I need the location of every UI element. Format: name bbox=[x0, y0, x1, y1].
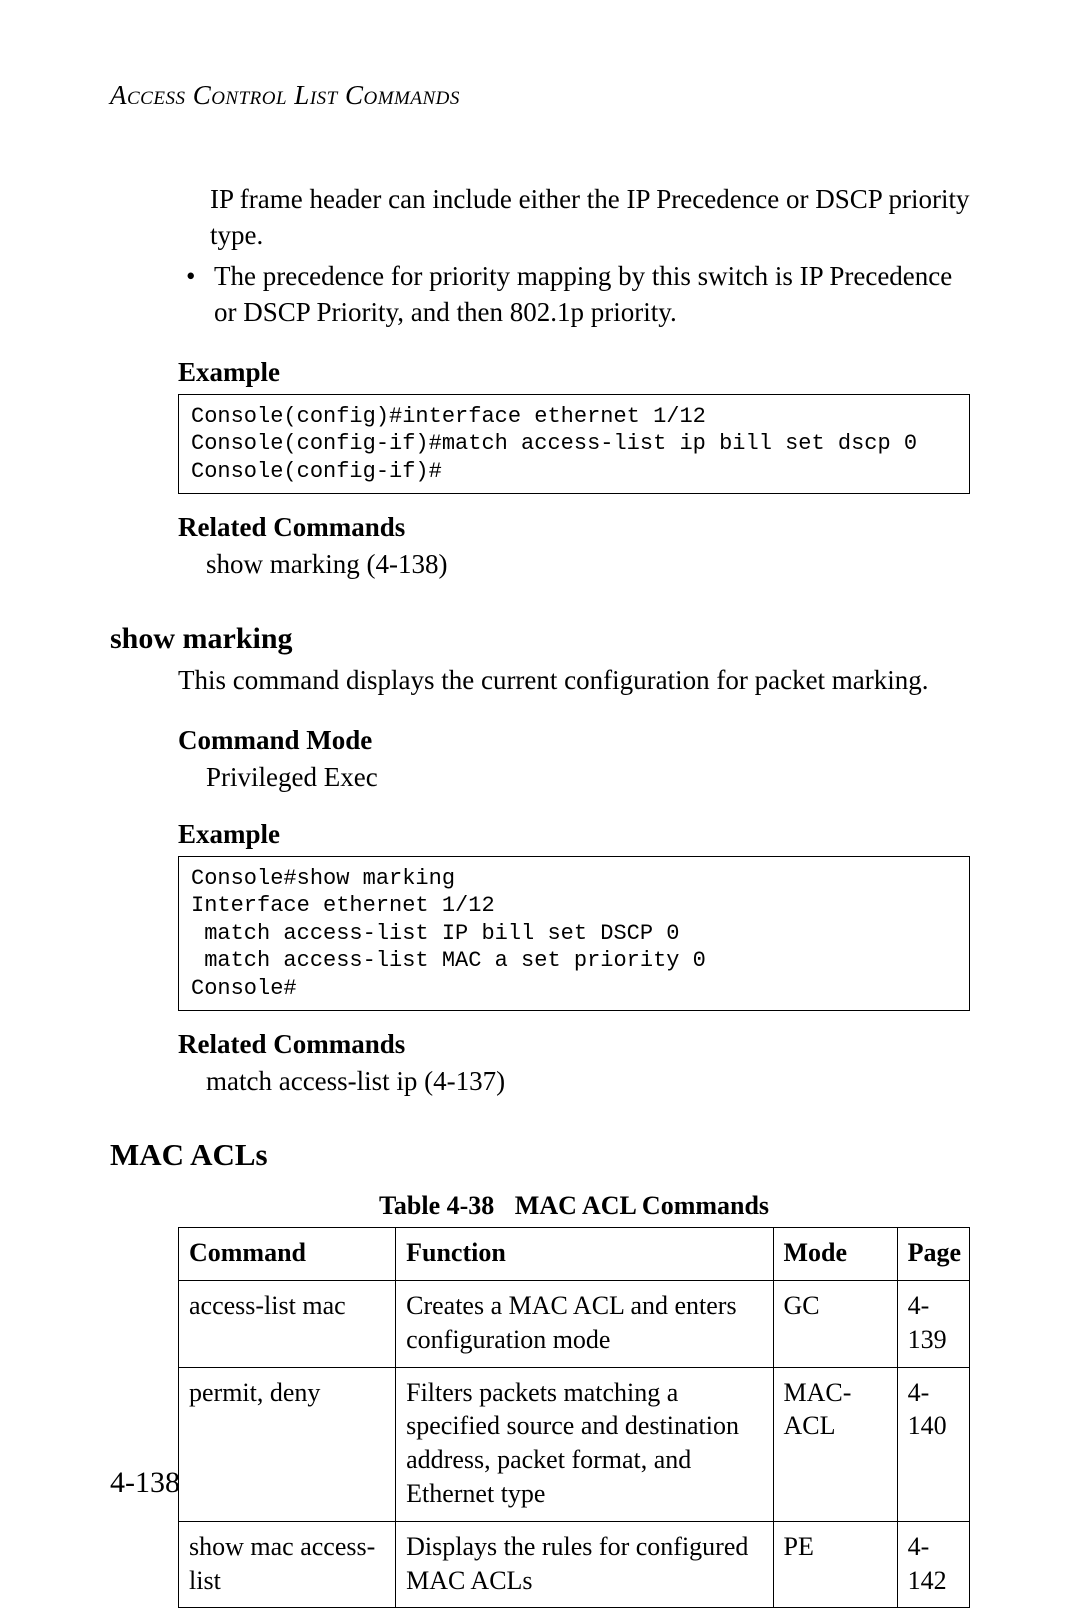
table-row: show mac access-list Displays the rules … bbox=[179, 1521, 970, 1608]
intro-line: IP frame header can include either the I… bbox=[210, 181, 970, 254]
show-marking-desc: This command displays the current config… bbox=[178, 662, 970, 698]
col-header-mode: Mode bbox=[773, 1228, 897, 1281]
cell-command: access-list mac bbox=[179, 1280, 396, 1367]
show-marking-heading: show marking bbox=[110, 622, 970, 656]
cell-page: 4-142 bbox=[897, 1521, 969, 1608]
mac-acl-commands-table: Command Function Mode Page access-list m… bbox=[178, 1227, 970, 1608]
cell-page: 4-139 bbox=[897, 1280, 969, 1367]
related2-line: match access-list ip (4-137) bbox=[206, 1066, 970, 1097]
cell-mode: GC bbox=[773, 1280, 897, 1367]
col-header-function: Function bbox=[396, 1228, 773, 1281]
related1-line: show marking (4-138) bbox=[206, 549, 970, 580]
table-row: permit, deny Filters packets matching a … bbox=[179, 1367, 970, 1521]
page-number: 4-138 bbox=[110, 1466, 180, 1500]
command-mode-heading: Command Mode bbox=[178, 725, 970, 756]
related1-heading: Related Commands bbox=[178, 512, 970, 543]
example2-code: Console#show marking Interface ethernet … bbox=[178, 856, 970, 1012]
command-mode-value: Privileged Exec bbox=[206, 762, 970, 793]
cell-page: 4-140 bbox=[897, 1367, 969, 1521]
related2-heading: Related Commands bbox=[178, 1029, 970, 1060]
table-caption: Table 4-38 MAC ACL Commands bbox=[178, 1191, 970, 1221]
table-row: access-list mac Creates a MAC ACL and en… bbox=[179, 1280, 970, 1367]
table-caption-label: Table 4-38 bbox=[379, 1191, 494, 1220]
table-header-row: Command Function Mode Page bbox=[179, 1228, 970, 1281]
cell-function: Filters packets matching a specified sou… bbox=[396, 1367, 773, 1521]
cell-mode: PE bbox=[773, 1521, 897, 1608]
cell-mode: MAC-ACL bbox=[773, 1367, 897, 1521]
col-header-command: Command bbox=[179, 1228, 396, 1281]
bullet-dot: • bbox=[182, 258, 214, 331]
cell-command: show mac access-list bbox=[179, 1521, 396, 1608]
running-head: Access Control List Commands bbox=[110, 80, 970, 111]
cell-function: Displays the rules for configured MAC AC… bbox=[396, 1521, 773, 1608]
cell-command: permit, deny bbox=[179, 1367, 396, 1521]
bullet-text: The precedence for priority mapping by t… bbox=[214, 258, 970, 331]
cell-function: Creates a MAC ACL and enters configurati… bbox=[396, 1280, 773, 1367]
mac-acls-heading: MAC ACLs bbox=[110, 1137, 970, 1173]
table-caption-title: MAC ACL Commands bbox=[515, 1191, 769, 1220]
bullet-item: • The precedence for priority mapping by… bbox=[182, 258, 970, 331]
intro-block: IP frame header can include either the I… bbox=[210, 181, 970, 254]
page: Access Control List Commands IP frame he… bbox=[0, 0, 1080, 1570]
example2-heading: Example bbox=[178, 819, 970, 850]
example1-code: Console(config)#interface ethernet 1/12 … bbox=[178, 394, 970, 495]
col-header-page: Page bbox=[897, 1228, 969, 1281]
example1-heading: Example bbox=[178, 357, 970, 388]
